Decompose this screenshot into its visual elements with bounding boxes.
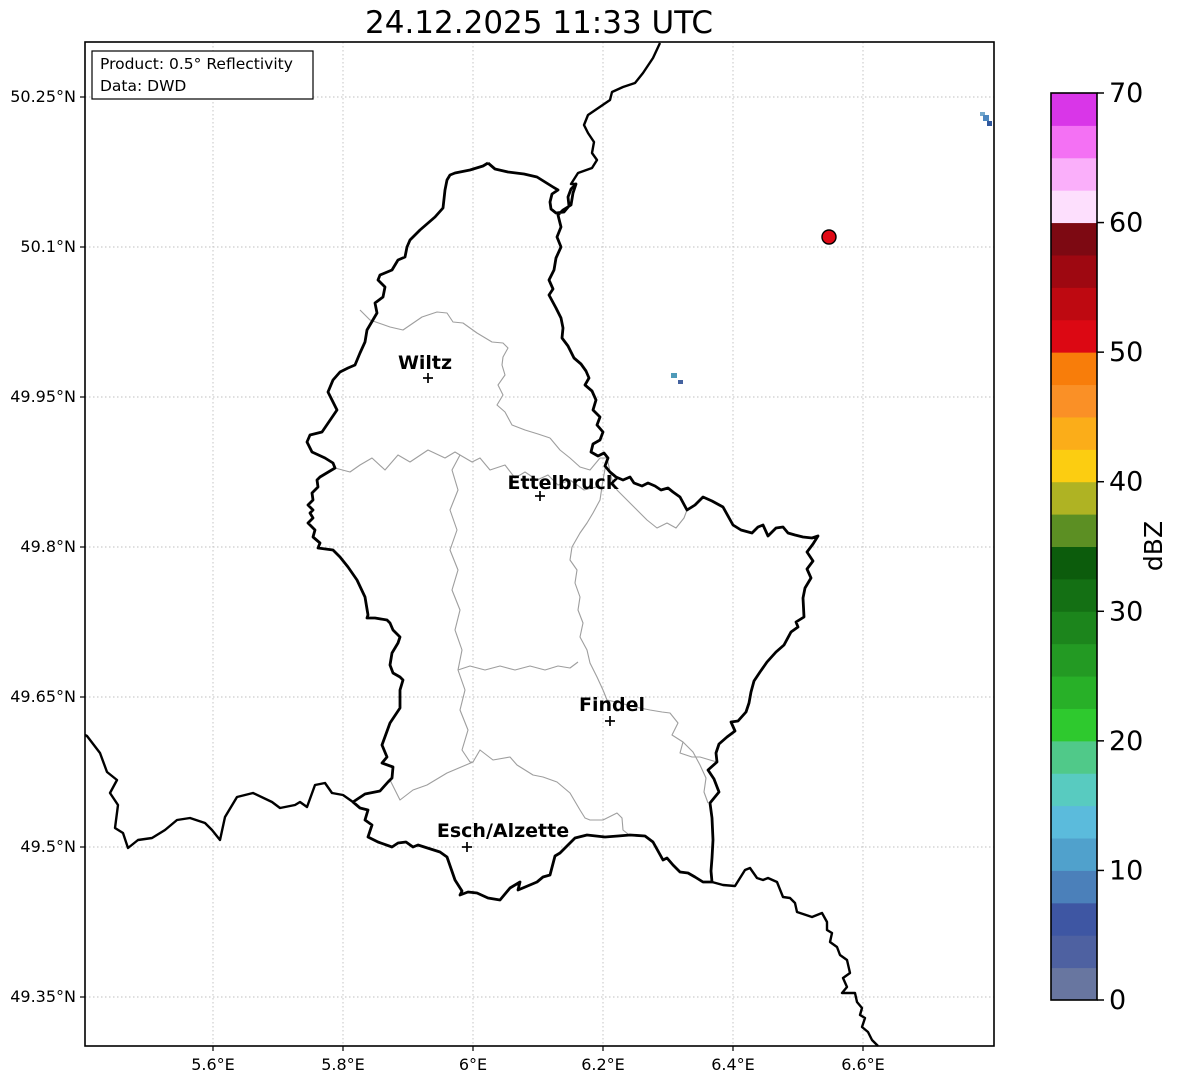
country-borders — [84, 42, 879, 1047]
colorbar-segment — [1051, 578, 1097, 612]
colorbar-tick-label: 10 — [1109, 855, 1143, 886]
colorbar-segment — [1051, 805, 1097, 839]
district-border — [389, 749, 629, 835]
district-border — [449, 454, 473, 763]
district-border — [569, 457, 608, 701]
colorbar-segment — [1051, 93, 1097, 126]
y-tick-label: 49.5°N — [20, 837, 76, 856]
x-tick-label: 5.8°E — [321, 1055, 365, 1074]
colorbar-segment — [1051, 157, 1097, 191]
radar-echo-speck — [671, 373, 677, 378]
colorbar-segment — [1051, 773, 1097, 807]
radar-echo-speck — [983, 115, 989, 121]
district-border — [682, 741, 709, 804]
radar-echoes — [671, 112, 992, 384]
colorbar-segment — [1051, 416, 1097, 450]
colorbar-segment — [1051, 190, 1097, 224]
colorbar-tick-label: 50 — [1109, 337, 1143, 368]
info-box: Product: 0.5° Reflectivity Data: DWD — [91, 50, 314, 100]
colorbar-segment — [1051, 967, 1097, 1001]
axis-tick-labels: 5.6°E 5.8°E 6°E 6.2°E 6.4°E 6.6°E 50.25°N 50.1°… — [10, 87, 885, 1074]
info-box-data-line: Data: DWD — [100, 77, 186, 95]
radar-echo-speck — [678, 380, 683, 384]
city-markers: Wiltz Ettelbruck Findel Esch/Alzette — [398, 352, 645, 852]
x-tick-label: 5.6°E — [191, 1055, 235, 1074]
colorbar-tick-label: 20 — [1109, 726, 1143, 757]
info-box-product-line: Product: 0.5° Reflectivity — [100, 55, 293, 73]
colorbar-segment — [1051, 384, 1097, 418]
radar-echo-dot — [821, 229, 837, 245]
page-title: 24.12.2025 11:33 UTC — [365, 5, 713, 41]
colorbar-segment — [1051, 902, 1097, 936]
colorbar-segment — [1051, 838, 1097, 871]
colorbar-axis-label: dBZ — [1139, 521, 1168, 571]
y-tick-label: 49.95°N — [10, 387, 76, 406]
y-tick-label: 50.1°N — [20, 237, 76, 256]
radar-echo-speck — [987, 121, 992, 126]
colorbar-segment — [1051, 708, 1097, 742]
city-label: Esch/Alzette — [437, 820, 569, 842]
colorbar-segment — [1051, 870, 1097, 904]
y-tick-label: 49.65°N — [10, 687, 76, 706]
radar-echo-speck — [980, 112, 985, 116]
colorbar-tick-label: 30 — [1109, 596, 1143, 627]
district-border — [606, 699, 718, 763]
colorbar-segment — [1051, 740, 1097, 774]
colorbar-segment — [1051, 643, 1097, 677]
district-border — [359, 309, 551, 439]
colorbar-tick-label: 40 — [1109, 467, 1143, 498]
x-tick-label: 6°E — [459, 1055, 487, 1074]
x-tick-label: 6.2°E — [581, 1055, 625, 1074]
colorbar-segment — [1051, 481, 1097, 515]
colorbar-segment — [1051, 935, 1097, 969]
neighbour-country-border — [569, 42, 662, 186]
colorbar-segment — [1051, 514, 1097, 547]
city-label: Findel — [579, 694, 645, 716]
y-tick-label: 50.25°N — [10, 87, 76, 106]
colorbar-segment — [1051, 287, 1097, 321]
neighbour-country-border — [711, 866, 879, 1047]
colorbar-segment — [1051, 611, 1097, 645]
district-border — [334, 449, 603, 491]
neighbour-country-border — [84, 733, 354, 850]
colorbar-segment — [1051, 125, 1097, 159]
colorbar-segment — [1051, 449, 1097, 483]
colorbar: 0 10 20 30 40 50 60 70 — [1051, 78, 1143, 1016]
luxembourg-border — [305, 161, 820, 902]
colorbar-segment — [1051, 319, 1097, 353]
x-tick-label: 6.4°E — [711, 1055, 755, 1074]
district-border — [457, 661, 579, 671]
district-border — [549, 437, 688, 529]
colorbar-segment — [1051, 546, 1097, 580]
colorbar-frame — [1050, 92, 1098, 1001]
colorbar-segment — [1051, 222, 1097, 256]
colorbar-tick-label: 70 — [1109, 78, 1143, 109]
y-tick-label: 49.8°N — [20, 537, 76, 556]
colorbar-segment — [1051, 352, 1097, 386]
info-box-frame — [91, 50, 314, 100]
colorbar-tick-label: 0 — [1109, 985, 1126, 1016]
gridlines — [85, 42, 994, 1046]
city-label: Wiltz — [398, 352, 452, 374]
colorbar-segment — [1051, 254, 1097, 288]
plot-frame — [84, 41, 995, 1047]
y-tick-label: 49.35°N — [10, 987, 76, 1006]
colorbar-tick-label: 60 — [1109, 208, 1143, 239]
colorbar-segment — [1051, 676, 1097, 709]
city-label: Ettelbruck — [508, 472, 619, 494]
x-tick-label: 6.6°E — [841, 1055, 885, 1074]
